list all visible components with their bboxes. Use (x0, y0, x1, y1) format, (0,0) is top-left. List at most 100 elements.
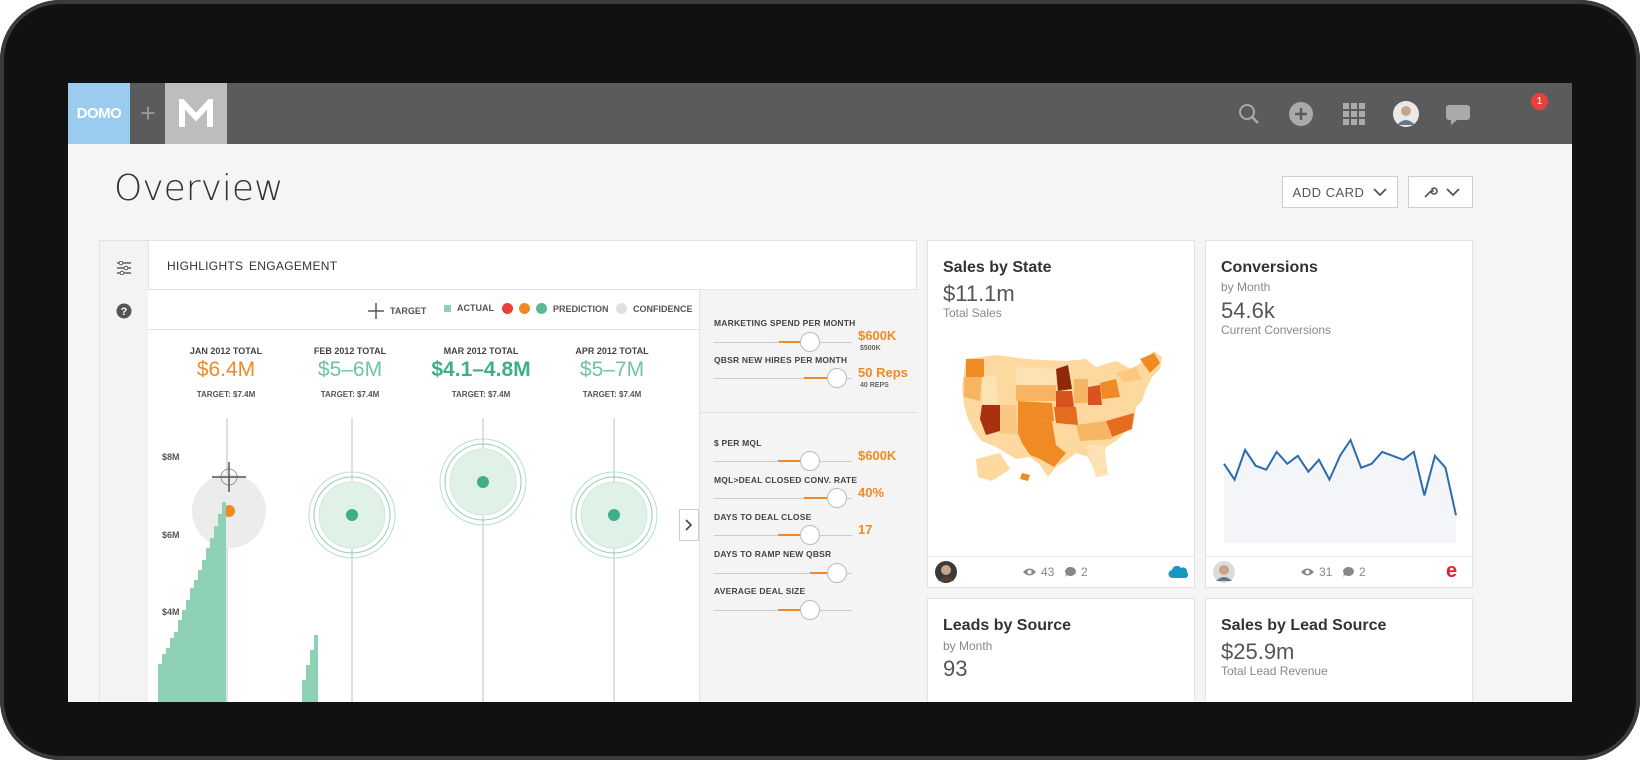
slider-track[interactable] (714, 341, 852, 343)
slider-fill (778, 460, 808, 462)
prediction-swatch-green (536, 303, 547, 314)
crosshair-icon (368, 303, 384, 319)
comment-icon (1343, 567, 1354, 577)
month-label: MAR 2012 TOTAL (443, 346, 519, 356)
slider-knob[interactable] (800, 600, 820, 620)
control-sub: 40 REPS (860, 382, 889, 389)
control-label: DAYS TO DEAL CLOSE (714, 512, 812, 522)
slider-knob[interactable] (827, 368, 847, 388)
control-label: MARKETING SPEND PER MONTH (714, 318, 856, 328)
month-label: JAN 2012 TOTAL (189, 346, 263, 356)
legend-prediction-label: PREDICTION (553, 303, 609, 314)
partner-logo[interactable] (165, 83, 227, 144)
add-card-label: ADD CARD (1292, 184, 1365, 200)
page-title: Overview (114, 168, 284, 209)
slider-fill (778, 534, 808, 536)
wrench-icon (1423, 187, 1438, 198)
chat-icon[interactable] (1446, 100, 1474, 128)
control-value: 40% (858, 485, 885, 500)
y-axis-label: $8M (162, 452, 180, 462)
slider-knob[interactable] (827, 488, 847, 508)
legend-actual-label: ACTUAL (457, 303, 494, 313)
tab-engagement[interactable]: ENGAGEMENT (249, 259, 338, 273)
card-subtitle: by Month (1221, 280, 1271, 294)
actual-swatch (444, 304, 451, 312)
next-arrow-button[interactable] (679, 509, 699, 541)
comment-count-value: 2 (1081, 565, 1088, 579)
domo-logo[interactable]: DOMO (68, 83, 130, 144)
notification-badge[interactable]: 1 (1531, 93, 1548, 110)
chevron-right-icon (685, 519, 693, 531)
filter-sliders-icon[interactable] (116, 261, 132, 275)
comment-count-value: 2 (1359, 565, 1366, 579)
prediction-swatch-red (502, 303, 513, 314)
confidence-swatch (616, 303, 627, 314)
month-target: TARGET: $7.4M (196, 390, 256, 399)
control-label: $ PER MQL (714, 438, 762, 448)
view-count-value: 43 (1041, 565, 1055, 579)
control-value: 50 Reps (858, 365, 908, 380)
legend-confidence-label: CONFIDENCE (633, 303, 693, 314)
comment-count[interactable]: 2 (1342, 565, 1366, 579)
settings-menu-button[interactable] (1408, 176, 1473, 208)
slider-track[interactable] (714, 609, 852, 611)
card-value: $11.1m (943, 281, 1015, 306)
apps-grid-icon[interactable] (1340, 100, 1368, 128)
card-footer: 31 2 e (1206, 556, 1472, 587)
month-label: FEB 2012 TOTAL (313, 346, 387, 356)
conversions-card[interactable]: Conversions by Month 54.6k Current Conve… (1205, 240, 1473, 588)
slider-fill (778, 609, 808, 611)
tab-highlights[interactable]: HIGHLIGHTS (167, 259, 244, 273)
slider-track[interactable] (714, 377, 852, 379)
control-label: AVERAGE DEAL SIZE (714, 586, 806, 596)
slider-track[interactable] (714, 572, 852, 574)
month-value: $4.1–4.8M (431, 358, 531, 381)
month-value: $5–7M (579, 358, 645, 381)
view-count: 31 (1300, 565, 1332, 579)
add-card-button[interactable]: ADD CARD (1282, 176, 1398, 208)
leads-by-source-card[interactable]: Leads by Source by Month 93 (927, 598, 1195, 702)
card-subtitle: by Month (943, 639, 993, 653)
card-value: $25.9m (1221, 639, 1295, 664)
slider-fill (810, 572, 836, 574)
help-icon[interactable]: ? (116, 303, 132, 319)
slider-track[interactable] (714, 497, 852, 499)
control-label: MQL>DEAL CLOSED CONV. RATE (714, 475, 858, 485)
view-count: 43 (1022, 565, 1054, 579)
month-value: $6.4M (196, 358, 256, 381)
card-subtitle: Current Conversions (1221, 323, 1332, 337)
month-label: APR 2012 TOTAL (575, 346, 649, 356)
legend-confidence: CONFIDENCE (616, 303, 693, 314)
legend-divider (148, 329, 699, 330)
control-sub: $500K (860, 345, 881, 352)
legend-actual: ACTUAL (444, 303, 494, 313)
month-target: TARGET: $7.4M (451, 390, 511, 399)
user-avatar[interactable] (1392, 100, 1420, 128)
slider-knob[interactable] (827, 563, 847, 583)
search-icon[interactable] (1235, 100, 1263, 128)
slider-fill (804, 377, 836, 379)
slider-track[interactable] (714, 534, 852, 536)
legend-target: TARGET (368, 303, 426, 319)
add-icon[interactable] (1287, 100, 1315, 128)
eloqua-icon: e (1446, 560, 1458, 582)
slider-fill (804, 497, 834, 499)
legend-target-label: TARGET (390, 306, 427, 316)
slider-knob[interactable] (800, 451, 820, 471)
us-choropleth-map (962, 351, 1162, 481)
slider-track[interactable] (714, 460, 852, 462)
slider-knob[interactable] (800, 332, 820, 352)
card-value: 54.6k (1221, 298, 1275, 323)
slider-knob[interactable] (800, 525, 820, 545)
svg-text:?: ? (121, 306, 128, 318)
eye-icon (1023, 568, 1036, 576)
control-label: DAYS TO RAMP NEW QBSR (714, 549, 832, 559)
y-axis-label: $4M (162, 607, 180, 617)
logo-plus-sign: + (140, 98, 156, 128)
card-title: Sales by State (943, 259, 1052, 276)
owner-avatar[interactable] (935, 561, 957, 583)
owner-avatar[interactable] (1213, 561, 1235, 583)
sales-by-state-card[interactable]: Sales by State $11.1m Total Sales (927, 240, 1195, 588)
sales-by-lead-source-card[interactable]: Sales by Lead Source $25.9m Total Lead R… (1205, 598, 1473, 702)
comment-count[interactable]: 2 (1064, 565, 1088, 579)
